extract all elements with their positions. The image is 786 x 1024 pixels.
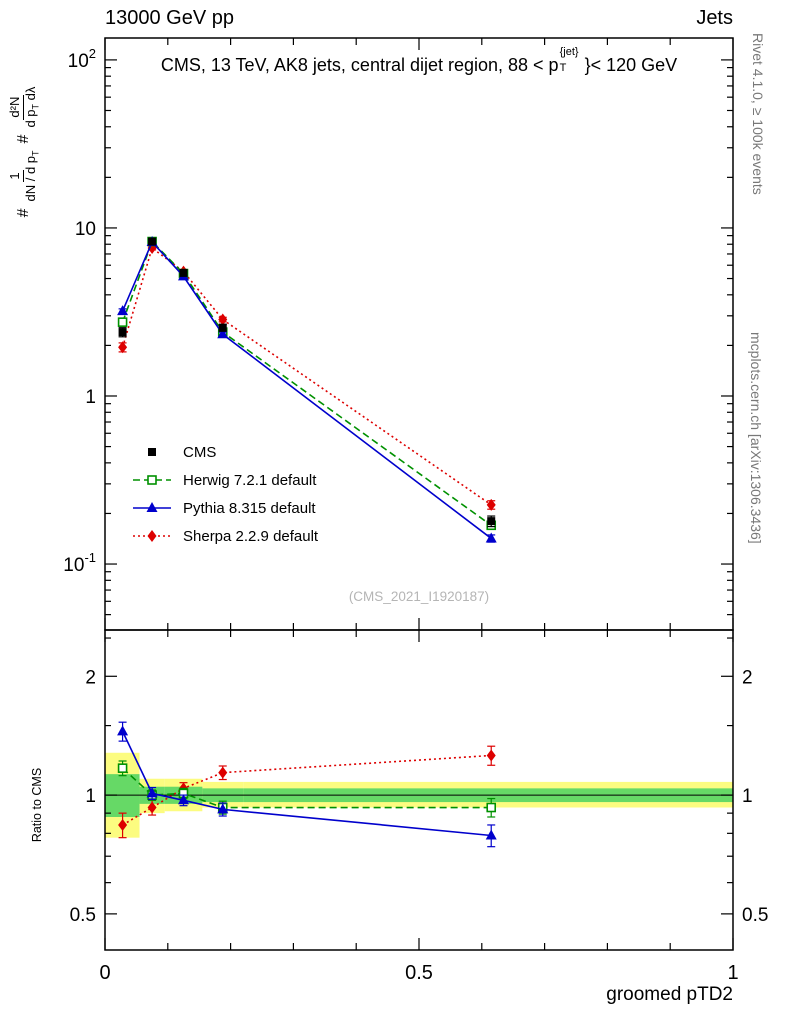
ratio-plot-frame — [104, 629, 734, 951]
legend-label-pythia: Pythia 8.315 default — [183, 499, 316, 517]
svg-text:0.5: 0.5 — [70, 905, 96, 926]
analysis-group-label: Jets — [696, 7, 733, 29]
analysis-id-watermark: (CMS_2021_I1920187) — [348, 589, 490, 604]
main-series-cms — [118, 237, 496, 528]
svg-text:1: 1 — [742, 786, 753, 807]
plot-title-post: }< 120 GeV — [584, 55, 678, 75]
svg-text:1: 1 — [727, 962, 738, 984]
x-axis-label: groomed pTD2 — [606, 984, 733, 1005]
legend-label-sherpa: Sherpa 2.2.9 default — [183, 527, 319, 545]
legend-marker-pythia — [133, 502, 171, 512]
ylabel-fraction-1: 1 dN / d pT — [7, 150, 41, 202]
plot-title: CMS, 13 TeV, AK8 jets, central dijet reg… — [95, 46, 743, 76]
svg-text:1: 1 — [85, 387, 96, 408]
svg-text:102: 102 — [68, 46, 96, 72]
legend-item-herwig: Herwig 7.2.1 default — [132, 470, 318, 490]
svg-text:10-1: 10-1 — [63, 550, 96, 576]
ratio-y-axis-label: Ratio to CMS — [30, 767, 44, 843]
pt-subscript: T — [559, 62, 567, 75]
axis-tick-labels: 102 10 1 10-1 0.5 0.5 1 1 2 2 0 0.5 1 — [63, 46, 768, 984]
ylabel-hash-1: # — [15, 208, 33, 218]
plot-title-pre: CMS, 13 TeV, AK8 jets, central dijet reg… — [160, 55, 559, 75]
beam-energy-label: 13000 GeV pp — [105, 7, 234, 29]
legend-item-pythia: Pythia 8.315 default — [132, 498, 318, 518]
rivet-version-note: Rivet 4.1.0, ≥ 100k events — [750, 33, 766, 195]
legend-marker-herwig — [133, 475, 171, 485]
ratio-series-pythia — [117, 721, 497, 848]
svg-text:0.5: 0.5 — [405, 962, 433, 984]
svg-text:1: 1 — [85, 786, 96, 807]
legend-label-cms: CMS — [183, 443, 217, 461]
svg-text:0.5: 0.5 — [742, 905, 768, 926]
svg-text:2: 2 — [742, 667, 753, 688]
legend-marker-cms — [148, 448, 156, 456]
legend-item-sherpa: Sherpa 2.2.9 default — [132, 526, 318, 546]
ylabel-fraction-2: d²N d pT dλ — [7, 86, 41, 128]
legend-marker-sherpa — [133, 530, 171, 542]
legend-item-cms: CMS — [132, 442, 318, 462]
mcplots-arxiv-note: mcplots.cern.ch [arXiv:1306.3436] — [748, 332, 764, 544]
pt-jet-superscript: {jet} — [559, 46, 579, 59]
pt-jet-stack: {jet} T — [559, 46, 585, 75]
svg-text:2: 2 — [85, 667, 96, 688]
y-axis-label-main: # 1 dN / d pT # d²N d pT dλ — [7, 36, 41, 268]
svg-text:10: 10 — [75, 219, 96, 240]
legend: CMS Herwig 7.2.1 default Pythia 8.315 de… — [132, 442, 318, 546]
ylabel-hash-2: # — [15, 134, 33, 144]
legend-label-herwig: Herwig 7.2.1 default — [183, 471, 317, 489]
svg-text:0: 0 — [99, 962, 110, 984]
